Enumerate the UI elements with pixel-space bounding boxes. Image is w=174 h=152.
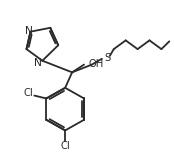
Text: N: N [25, 26, 32, 36]
Text: S: S [105, 53, 111, 63]
Text: OH: OH [89, 59, 104, 69]
Text: Cl: Cl [23, 88, 33, 98]
Text: Cl: Cl [60, 141, 70, 151]
Text: N: N [34, 58, 42, 68]
